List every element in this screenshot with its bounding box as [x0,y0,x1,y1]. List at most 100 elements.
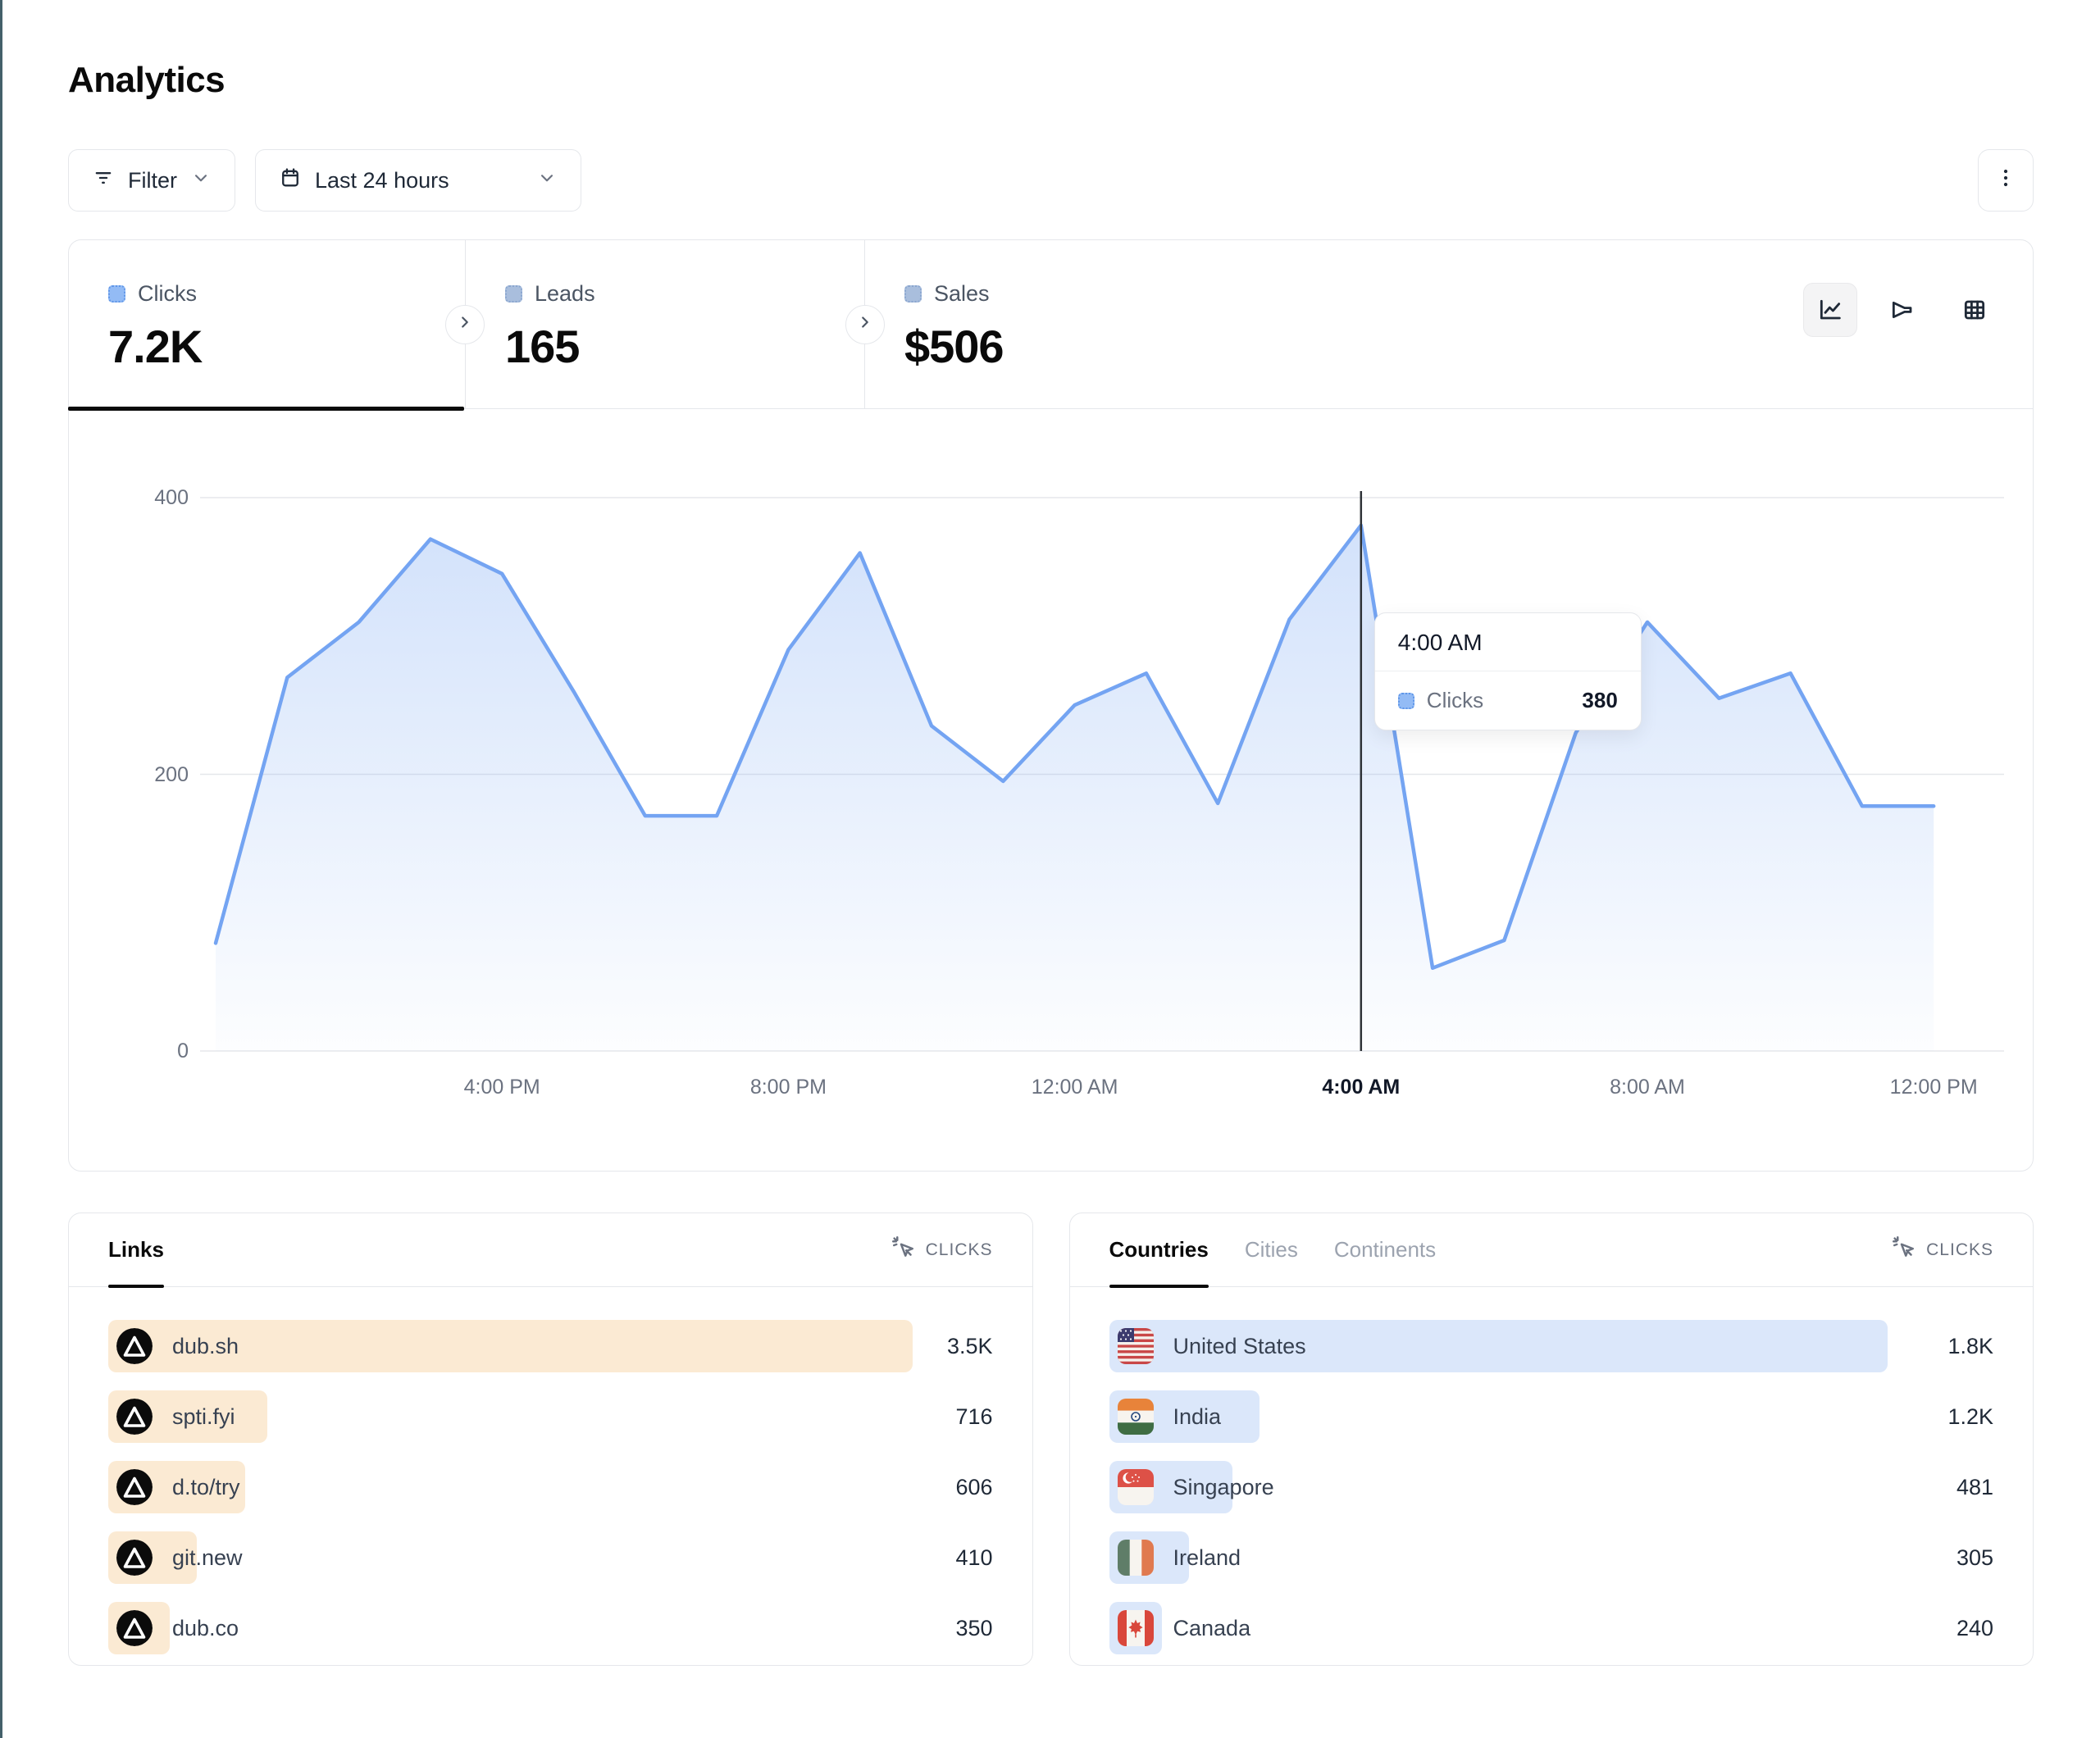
filter-lines-icon [92,166,115,195]
chevron-down-icon [190,167,212,194]
dub-logo-icon [116,1328,153,1364]
x-axis-tick-label: 12:00 AM [1031,1076,1118,1099]
sales-total-value: $506 [904,321,1004,372]
dub-logo-icon [116,1469,153,1505]
row-label: Singapore [1173,1474,1274,1499]
tooltip-metric-label: Clicks [1426,688,1484,712]
dub-logo-icon [116,1610,153,1646]
x-axis-tick-label: 4:00 PM [463,1076,540,1099]
x-axis-tick-label: 8:00 AM [1610,1076,1685,1099]
tab-links[interactable]: Links [108,1213,164,1288]
row-value: 305 [1956,1545,1993,1570]
table-row[interactable]: Canada 240 [1109,1602,1993,1654]
table-row[interactable]: git.new 410 [108,1531,993,1584]
filter-button-label: Filter [128,167,177,193]
row-value-bar [108,1320,913,1372]
page-title: Analytics [68,60,225,100]
tab-countries[interactable]: Countries [1109,1213,1209,1288]
window-edge-line [0,0,2,1738]
chart-tooltip: 4:00 AM Clicks 380 [1373,612,1642,730]
table-icon[interactable] [1947,283,2002,337]
clicks-series-swatch-icon [1397,692,1414,709]
table-row[interactable]: d.to/try 606 [108,1461,993,1513]
countries-metric-header[interactable]: CLICKS [1892,1235,1993,1265]
leads-series-swatch-icon [505,285,522,303]
india-flag-icon [1117,1399,1154,1435]
links-metric-header[interactable]: CLICKS [891,1235,993,1265]
tooltip-time: 4:00 AM [1374,613,1641,671]
table-row[interactable]: dub.sh 3.5K [108,1320,993,1372]
cursor-click-icon [1892,1235,1916,1265]
row-label: git.new [172,1545,243,1570]
us-flag-icon [1117,1328,1154,1364]
metric-tabs: Clicks 7.2K Leads 165 Sales $506 [67,240,2033,411]
row-value: 1.2K [1947,1404,1993,1429]
funnel-chart-icon[interactable] [1875,283,1929,337]
row-label: d.to/try [172,1474,240,1499]
row-label: India [1173,1404,1222,1429]
tab-cities[interactable]: Cities [1244,1237,1298,1262]
row-value: 240 [1956,1615,1993,1640]
y-axis-tick-label: 0 [177,1040,189,1062]
row-label: United States [1173,1333,1306,1358]
countries-panel: Countries Cities Continents CLICKS Unite… [1068,1213,2034,1666]
table-row[interactable]: Singapore 481 [1109,1461,1993,1513]
links-panel-header: Links CLICKS [69,1213,1032,1288]
metric-tab-label: Sales [934,281,990,306]
clicks-time-series-chart[interactable]: 0 200 400 4:00 PM 8:00 PM 12:00 AM 4:00 AM 8:0… [69,409,2033,1171]
dub-logo-icon [116,1540,153,1576]
expand-leads-button[interactable] [445,304,485,344]
active-tab-underline [67,407,464,411]
row-label: dub.sh [172,1333,239,1358]
tab-continents[interactable]: Continents [1333,1237,1437,1262]
filter-button[interactable]: Filter [68,149,235,212]
line-chart-icon[interactable] [1803,283,1857,337]
toolbar: Filter Last 24 hours [68,149,2034,212]
countries-panel-header: Countries Cities Continents CLICKS [1069,1213,2033,1288]
row-label: dub.co [172,1615,239,1640]
more-menu-button[interactable] [1978,149,2034,212]
tab-clicks[interactable]: Clicks 7.2K [67,240,465,411]
row-value: 1.8K [1947,1333,1993,1358]
row-label: Ireland [1173,1545,1241,1570]
chevron-right-icon [456,313,474,335]
y-axis-tick-label: 400 [154,486,189,509]
x-axis-tick-label: 12:00 PM [1889,1076,1978,1099]
row-value-bar [1109,1320,1888,1372]
y-axis-tick-label: 200 [154,762,189,786]
table-row[interactable]: Ireland 305 [1109,1531,1993,1584]
date-range-button[interactable]: Last 24 hours [255,149,581,212]
row-value: 481 [1956,1474,1993,1499]
kebab-menu-icon [1993,166,2018,196]
row-value: 350 [955,1615,993,1640]
row-label: spti.fyi [172,1404,235,1429]
row-value: 716 [955,1404,993,1429]
chart-type-switcher [1803,283,2002,337]
tooltip-metric-value: 380 [1582,688,1618,712]
table-row[interactable]: India 1.2K [1109,1390,1993,1443]
table-row[interactable]: United States 1.8K [1109,1320,1993,1372]
table-row[interactable]: dub.co 350 [108,1602,993,1654]
table-row[interactable]: spti.fyi 716 [108,1390,993,1443]
breakdown-panels: Links CLICKS dub.sh 3.5K spti.fyi 716 d.to/t… [68,1213,2034,1666]
calendar-icon [279,166,302,195]
clicks-series-swatch-icon [108,285,125,303]
metric-tab-label: Clicks [138,281,197,306]
tab-sales[interactable]: Sales $506 [864,240,1291,408]
clicks-total-value: 7.2K [108,321,203,372]
metric-tab-label: Leads [535,281,595,306]
row-value: 410 [955,1545,993,1570]
sales-series-swatch-icon [904,285,922,303]
chevron-down-icon [536,167,558,194]
x-axis-tick-label: 4:00 AM [1322,1076,1401,1099]
countries-list: United States 1.8K India 1.2K Singapore 481 Ir… [1070,1287,2034,1654]
x-axis-tick-label: 8:00 PM [749,1076,827,1099]
chevron-right-icon [856,313,874,335]
links-panel: Links CLICKS dub.sh 3.5K spti.fyi 716 d.to/t… [68,1213,1033,1666]
dub-logo-icon [116,1399,153,1435]
links-list: dub.sh 3.5K spti.fyi 716 d.to/try 606 git.new 4… [69,1287,1032,1654]
expand-sales-button[interactable] [845,304,885,344]
leads-total-value: 165 [505,321,580,372]
tab-leads[interactable]: Leads 165 [465,240,864,408]
date-range-label: Last 24 hours [315,167,449,193]
